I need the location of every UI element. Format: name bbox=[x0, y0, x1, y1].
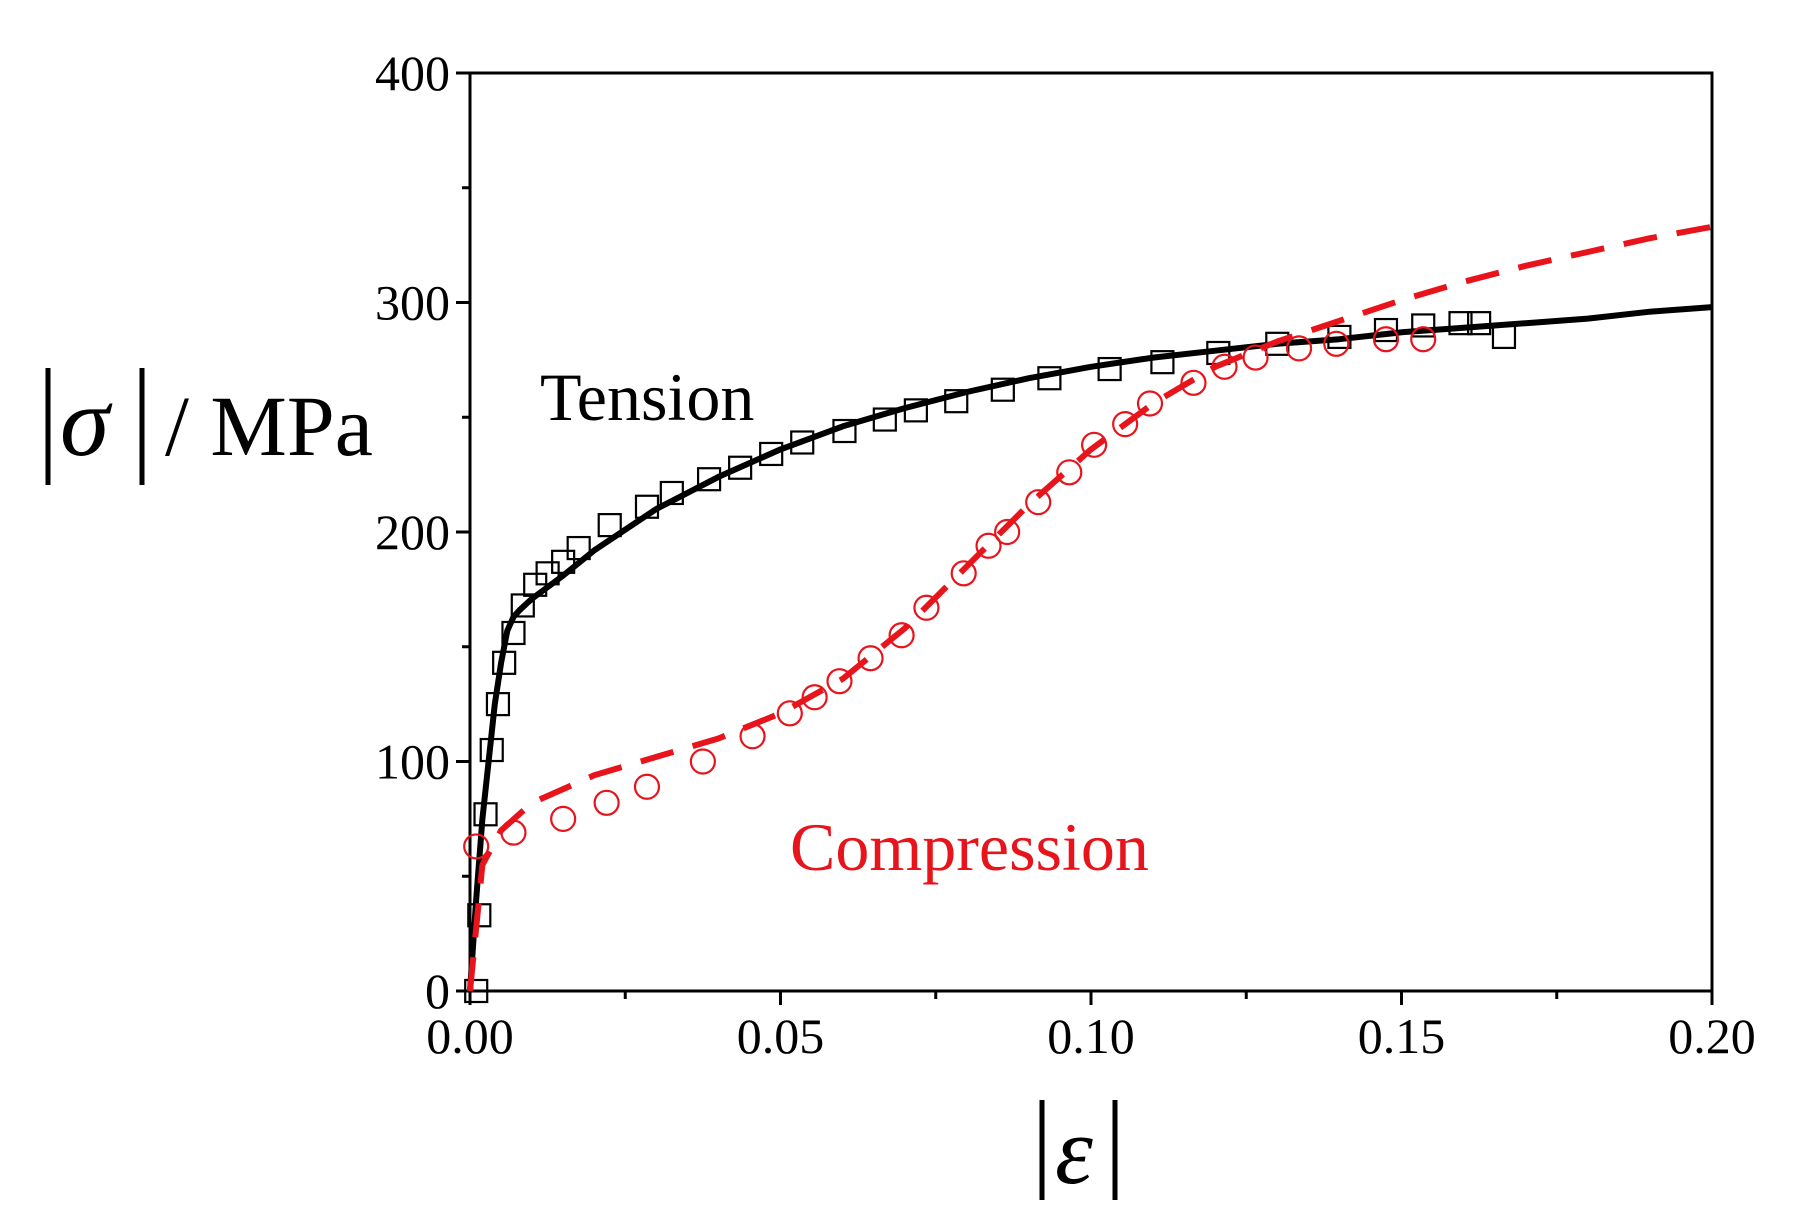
tension-data-point bbox=[1097, 356, 1122, 382]
tension-data-point bbox=[1491, 324, 1517, 350]
compression-data-point bbox=[888, 622, 915, 649]
compression-data-point bbox=[1056, 459, 1083, 486]
compression-data-point bbox=[950, 560, 977, 587]
compression-data-point bbox=[1180, 369, 1207, 396]
compression-fit-line bbox=[467, 223, 1713, 992]
series-compression-experiment bbox=[463, 326, 1437, 860]
series-tension-fit bbox=[467, 304, 1713, 992]
compression-data-point bbox=[913, 594, 940, 621]
tension-data-point bbox=[944, 389, 969, 414]
y-title-sigma: σ bbox=[60, 366, 113, 477]
series-compression-fit bbox=[467, 223, 1713, 992]
x-tick-label: 0.10 bbox=[1047, 1008, 1135, 1064]
tension-data-point bbox=[728, 455, 753, 480]
compression-data-point bbox=[994, 518, 1021, 546]
tension-data-point bbox=[464, 978, 489, 1004]
compression-data-point bbox=[975, 532, 1002, 559]
compression-data-point bbox=[633, 773, 661, 800]
compression-data-point bbox=[801, 684, 828, 711]
tension-data-point bbox=[990, 377, 1015, 402]
compression-data-point bbox=[593, 789, 620, 816]
compression-data-point bbox=[1136, 390, 1164, 417]
tension-data-point bbox=[1411, 313, 1436, 338]
compression-data-point bbox=[1372, 326, 1400, 353]
x-title-epsilon: ε bbox=[1055, 1097, 1093, 1204]
y-tick-label: 300 bbox=[375, 275, 450, 331]
x-axis-title: ε bbox=[1039, 1097, 1118, 1204]
compression-data-point bbox=[1410, 326, 1437, 353]
compression-data-point bbox=[1081, 431, 1108, 458]
y-axis-title: σ / MPa bbox=[45, 366, 373, 485]
x-tick-label: 0.00 bbox=[426, 1008, 514, 1064]
compression-data-point bbox=[1285, 335, 1313, 362]
tension-annotation: Tension bbox=[540, 359, 754, 435]
compression-data-point bbox=[776, 700, 803, 727]
compression-data-point bbox=[826, 668, 853, 695]
compression-data-point bbox=[1242, 344, 1269, 371]
y-title-unit: / MPa bbox=[165, 378, 373, 474]
tension-data-point bbox=[510, 593, 535, 618]
compression-annotation: Compression bbox=[790, 809, 1149, 885]
x-tick-label: 0.15 bbox=[1358, 1008, 1446, 1064]
tension-data-point bbox=[566, 535, 591, 561]
y-tick-label: 200 bbox=[375, 504, 450, 560]
compression-data-point bbox=[689, 748, 716, 775]
y-tick-label: 0 bbox=[425, 963, 450, 1019]
tension-data-point bbox=[759, 441, 784, 467]
compression-data-point bbox=[1323, 330, 1350, 357]
y-tick-label: 400 bbox=[375, 45, 450, 101]
tension-data-point bbox=[1448, 311, 1473, 336]
compression-data-point bbox=[1025, 489, 1052, 516]
tension-fit-line bbox=[467, 304, 1713, 992]
x-tick-label: 0.05 bbox=[737, 1008, 825, 1064]
y-tick-label: 100 bbox=[375, 734, 450, 790]
compression-data-point bbox=[857, 645, 884, 672]
compression-data-point bbox=[550, 805, 577, 832]
compression-data-point bbox=[1112, 411, 1139, 438]
compression-data-point bbox=[463, 833, 490, 860]
x-tick-label: 0.20 bbox=[1668, 1008, 1756, 1064]
tension-data-point bbox=[597, 513, 622, 538]
tension-data-point bbox=[1150, 350, 1175, 375]
